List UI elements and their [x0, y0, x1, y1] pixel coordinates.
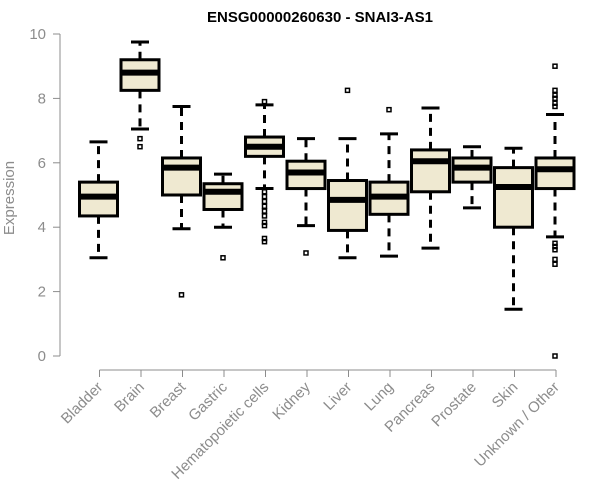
outlier-point [552, 100, 558, 106]
outlier-point [220, 255, 226, 261]
x-tick-label: Lung [361, 379, 397, 415]
box-iqr [202, 182, 244, 211]
x-tick-label: Prostate [428, 379, 480, 431]
y-axis-label: Expression [1, 161, 18, 235]
box-group [410, 106, 451, 250]
outlier-point [303, 250, 309, 256]
box-group [368, 106, 410, 258]
x-tick-label: Kidney [269, 378, 314, 423]
y-tick-label: 2 [38, 284, 46, 301]
box-group [451, 145, 493, 210]
outlier-point [552, 103, 558, 110]
outlier-point [261, 222, 268, 229]
box-iqr [534, 156, 576, 191]
outlier-point [261, 193, 268, 200]
y-tick-label: 6 [38, 155, 46, 172]
box-iqr [161, 156, 202, 197]
box-group [327, 87, 368, 260]
outlier-point [261, 189, 268, 195]
outlier-point [552, 240, 558, 247]
box-group [493, 146, 534, 311]
x-tick-label: Breast [147, 378, 190, 421]
outlier-point [261, 213, 268, 219]
box-group [285, 137, 327, 256]
y-tick-label: 8 [38, 90, 46, 107]
outlier-point [261, 198, 268, 205]
box-group [78, 140, 119, 260]
chart-title: ENSG00000260630 - SNAI3-AS1 [207, 9, 433, 26]
outlier-point [137, 135, 143, 142]
outlier-point [261, 203, 268, 210]
outlier-point [552, 256, 558, 263]
box-group [161, 104, 202, 298]
x-tick-label: Liver [320, 379, 355, 414]
outlier-point [552, 63, 558, 69]
outlier-point [261, 219, 268, 226]
y-tick-label: 4 [38, 219, 46, 236]
outlier-point [552, 261, 558, 267]
outlier-point [552, 87, 558, 94]
outlier-point [261, 235, 268, 242]
box-iqr [493, 166, 534, 229]
outlier-point [261, 238, 268, 245]
box-group [534, 63, 576, 359]
outlier-point [178, 292, 185, 298]
outlier-point [552, 353, 558, 359]
box-group [119, 40, 161, 150]
outlier-point [552, 95, 558, 102]
y-tick-label: 0 [38, 348, 46, 365]
x-tick-label: Skin [489, 379, 522, 412]
box-iqr [327, 179, 368, 232]
x-tick-label: Brain [111, 379, 148, 416]
outlier-point [344, 87, 351, 94]
boxes [78, 40, 576, 359]
x-tick-label: Bladder [58, 379, 107, 428]
outlier-point [552, 243, 558, 250]
outlier-point [552, 246, 558, 253]
y-axis: 0 2 4 6 8 10 [29, 26, 61, 365]
outlier-point [137, 143, 143, 150]
box-group [244, 98, 285, 245]
box-group [202, 172, 244, 261]
box-iqr [410, 148, 451, 194]
outlier-point [552, 92, 558, 98]
y-tick-label: 10 [29, 26, 46, 43]
outlier-point [261, 98, 268, 105]
outlier-point [261, 208, 268, 214]
outlier-point [386, 106, 392, 113]
